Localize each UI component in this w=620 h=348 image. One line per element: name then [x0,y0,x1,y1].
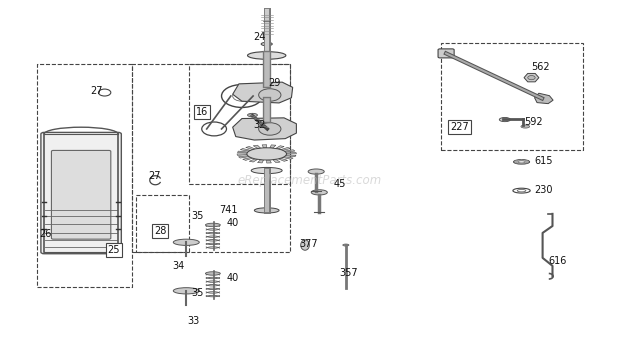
Text: 35: 35 [191,211,203,221]
Polygon shape [232,82,293,103]
Text: 27: 27 [91,86,103,96]
Text: eReplacementParts.com: eReplacementParts.com [238,174,382,188]
Ellipse shape [311,190,327,195]
Polygon shape [270,145,276,148]
Text: 27: 27 [148,171,161,181]
Bar [132,64,290,252]
Text: 40: 40 [226,273,239,283]
Text: 616: 616 [548,256,567,266]
Polygon shape [232,118,296,140]
Ellipse shape [205,272,220,275]
Ellipse shape [301,240,309,250]
Ellipse shape [247,52,286,59]
Circle shape [259,123,281,135]
Polygon shape [281,148,291,150]
Bar [264,15,270,20]
Ellipse shape [173,288,199,294]
Polygon shape [253,145,260,149]
Text: 230: 230 [534,184,553,195]
Polygon shape [239,156,249,158]
Polygon shape [249,159,258,162]
Circle shape [526,160,528,162]
Bar [136,195,189,252]
Polygon shape [286,152,296,154]
Text: 377: 377 [299,239,318,249]
Text: 592: 592 [525,117,543,127]
Text: 34: 34 [172,261,184,271]
Circle shape [526,162,528,164]
Ellipse shape [261,42,272,46]
Ellipse shape [518,161,525,163]
Polygon shape [242,158,253,160]
Ellipse shape [247,113,257,117]
Ellipse shape [513,160,529,164]
Circle shape [259,89,281,101]
Bar [37,64,132,287]
Text: 25: 25 [108,245,120,255]
Polygon shape [267,160,272,163]
Polygon shape [278,158,288,161]
Circle shape [520,163,523,164]
Text: 40: 40 [226,218,239,228]
Text: 35: 35 [191,287,203,298]
FancyBboxPatch shape [51,150,111,239]
Text: 26: 26 [39,229,51,239]
Ellipse shape [499,118,510,122]
Ellipse shape [247,148,286,160]
Polygon shape [257,160,264,163]
Text: 28: 28 [154,226,167,236]
Circle shape [515,160,518,162]
Circle shape [515,162,518,164]
Text: 24: 24 [253,32,265,42]
Text: 45: 45 [334,180,346,189]
Polygon shape [283,157,293,159]
Ellipse shape [173,239,199,245]
Text: 562: 562 [531,62,549,72]
Polygon shape [524,73,539,82]
Polygon shape [285,150,295,152]
Ellipse shape [251,167,282,174]
Text: 32: 32 [253,120,265,130]
Text: 615: 615 [534,156,553,166]
Polygon shape [534,93,553,104]
Polygon shape [262,145,267,148]
Ellipse shape [205,223,220,227]
Circle shape [520,159,523,161]
FancyBboxPatch shape [41,132,122,254]
FancyBboxPatch shape [438,49,454,58]
Text: 357: 357 [340,268,358,278]
Text: 227: 227 [450,122,469,132]
Text: 741: 741 [219,205,237,215]
Bar [441,43,583,150]
Circle shape [528,76,535,80]
Text: 16: 16 [196,106,208,117]
Polygon shape [240,149,250,151]
Polygon shape [286,155,296,157]
Polygon shape [237,151,248,153]
Ellipse shape [254,208,279,213]
Ellipse shape [308,169,324,174]
Text: 29: 29 [268,78,280,88]
Polygon shape [273,159,280,163]
Ellipse shape [521,125,529,128]
Text: 33: 33 [188,316,200,326]
Polygon shape [237,154,247,155]
Polygon shape [276,146,284,149]
Ellipse shape [343,244,349,246]
Polygon shape [246,147,255,150]
Bar [189,64,290,184]
